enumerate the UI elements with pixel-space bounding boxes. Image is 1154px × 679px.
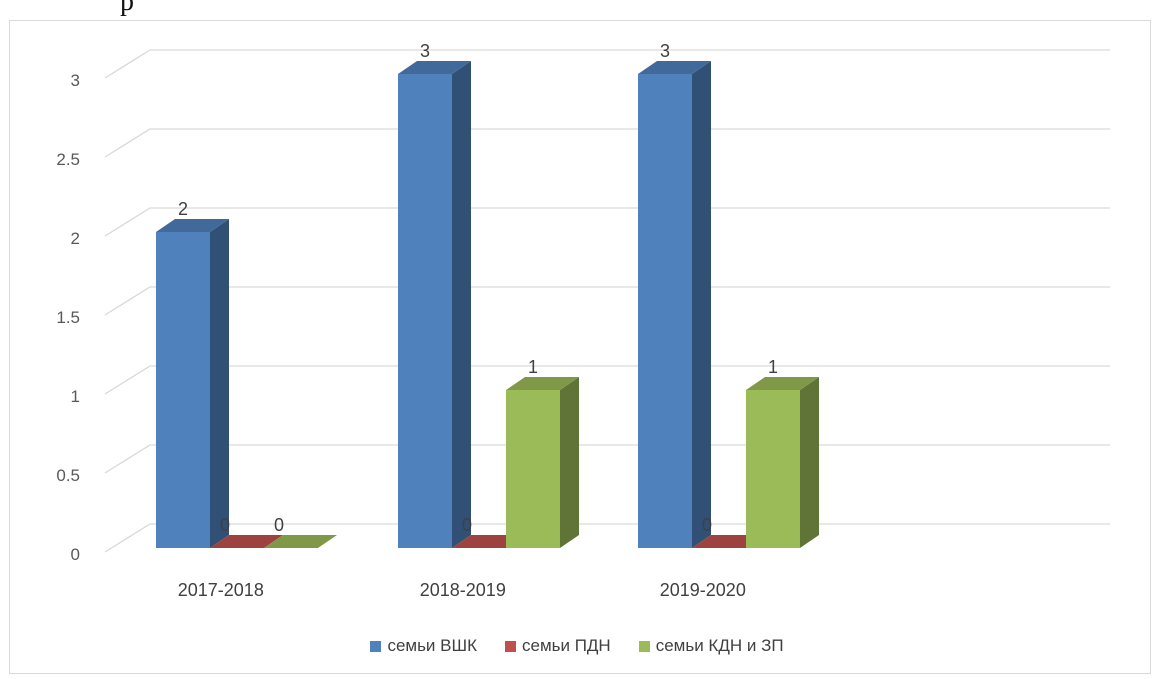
gridlines [104,49,1110,553]
x-axis-categories: 2017-2018 2018-2019 2019-2020 [178,580,746,600]
gridline [104,365,1110,395]
y-tick-label: 1 [71,387,80,406]
legend-swatch [504,640,516,652]
data-label: 0 [274,515,284,535]
data-label: 1 [768,357,778,377]
legend-item: семьи ПДН [504,636,611,656]
bar-top [156,219,229,232]
y-tick-label: 1.5 [56,308,80,327]
bar [156,219,229,548]
legend-label: семьи КДН и ЗП [655,636,784,655]
bar-side [692,61,711,548]
data-label: 0 [702,515,712,535]
bar [746,377,819,548]
bar-side [210,219,229,548]
bar-top [506,377,579,390]
y-tick-label: 2 [71,229,80,248]
data-label: 3 [660,41,670,61]
legend-label: семьи ВШК [387,636,477,655]
bar [264,535,337,548]
bar-side [452,61,471,548]
data-label: 3 [420,41,430,61]
gridline [104,128,1110,158]
bar-side [560,377,579,548]
bar-side [800,377,819,548]
data-label: 0 [220,515,230,535]
gridline [104,444,1110,474]
x-category-label: 2017-2018 [178,580,264,600]
bar-front [398,74,452,548]
bars [156,61,819,548]
x-category-label: 2019-2020 [660,580,746,600]
bar [638,61,711,548]
bar-top [210,535,283,548]
page-caption-fragment: р [120,0,134,17]
bar-top [638,61,711,74]
data-label: 2 [178,199,188,219]
bar [210,535,283,548]
bar-top [398,61,471,74]
legend-item: семьи ВШК [370,636,477,656]
y-tick-label: 0.5 [56,466,80,485]
legend-swatch [370,640,382,652]
legend: семьи ВШК семьи ПДН семьи КДН и ЗП [0,636,1154,657]
bar-front [156,232,210,548]
legend-swatch [638,640,650,652]
legend-item: семьи КДН и ЗП [638,636,784,656]
data-label: 0 [462,515,472,535]
bar-top [264,535,337,548]
y-axis-ticks: 0 0.5 1 1.5 2 2.5 3 [56,71,80,564]
bar-top [746,377,819,390]
data-label: 1 [528,357,538,377]
gridline [104,49,1110,79]
x-category-label: 2018-2019 [420,580,506,600]
bar [398,61,471,548]
legend-label: семьи ПДН [521,636,611,655]
gridline [104,286,1110,316]
gridline [104,207,1110,237]
bar-front [638,74,692,548]
y-tick-label: 2.5 [56,150,80,169]
y-tick-label: 0 [71,545,80,564]
bar [506,377,579,548]
y-tick-label: 3 [71,71,80,90]
bar-front [746,390,800,548]
bar-front [506,390,560,548]
data-labels: 2 0 0 3 0 1 3 0 1 [178,41,778,535]
